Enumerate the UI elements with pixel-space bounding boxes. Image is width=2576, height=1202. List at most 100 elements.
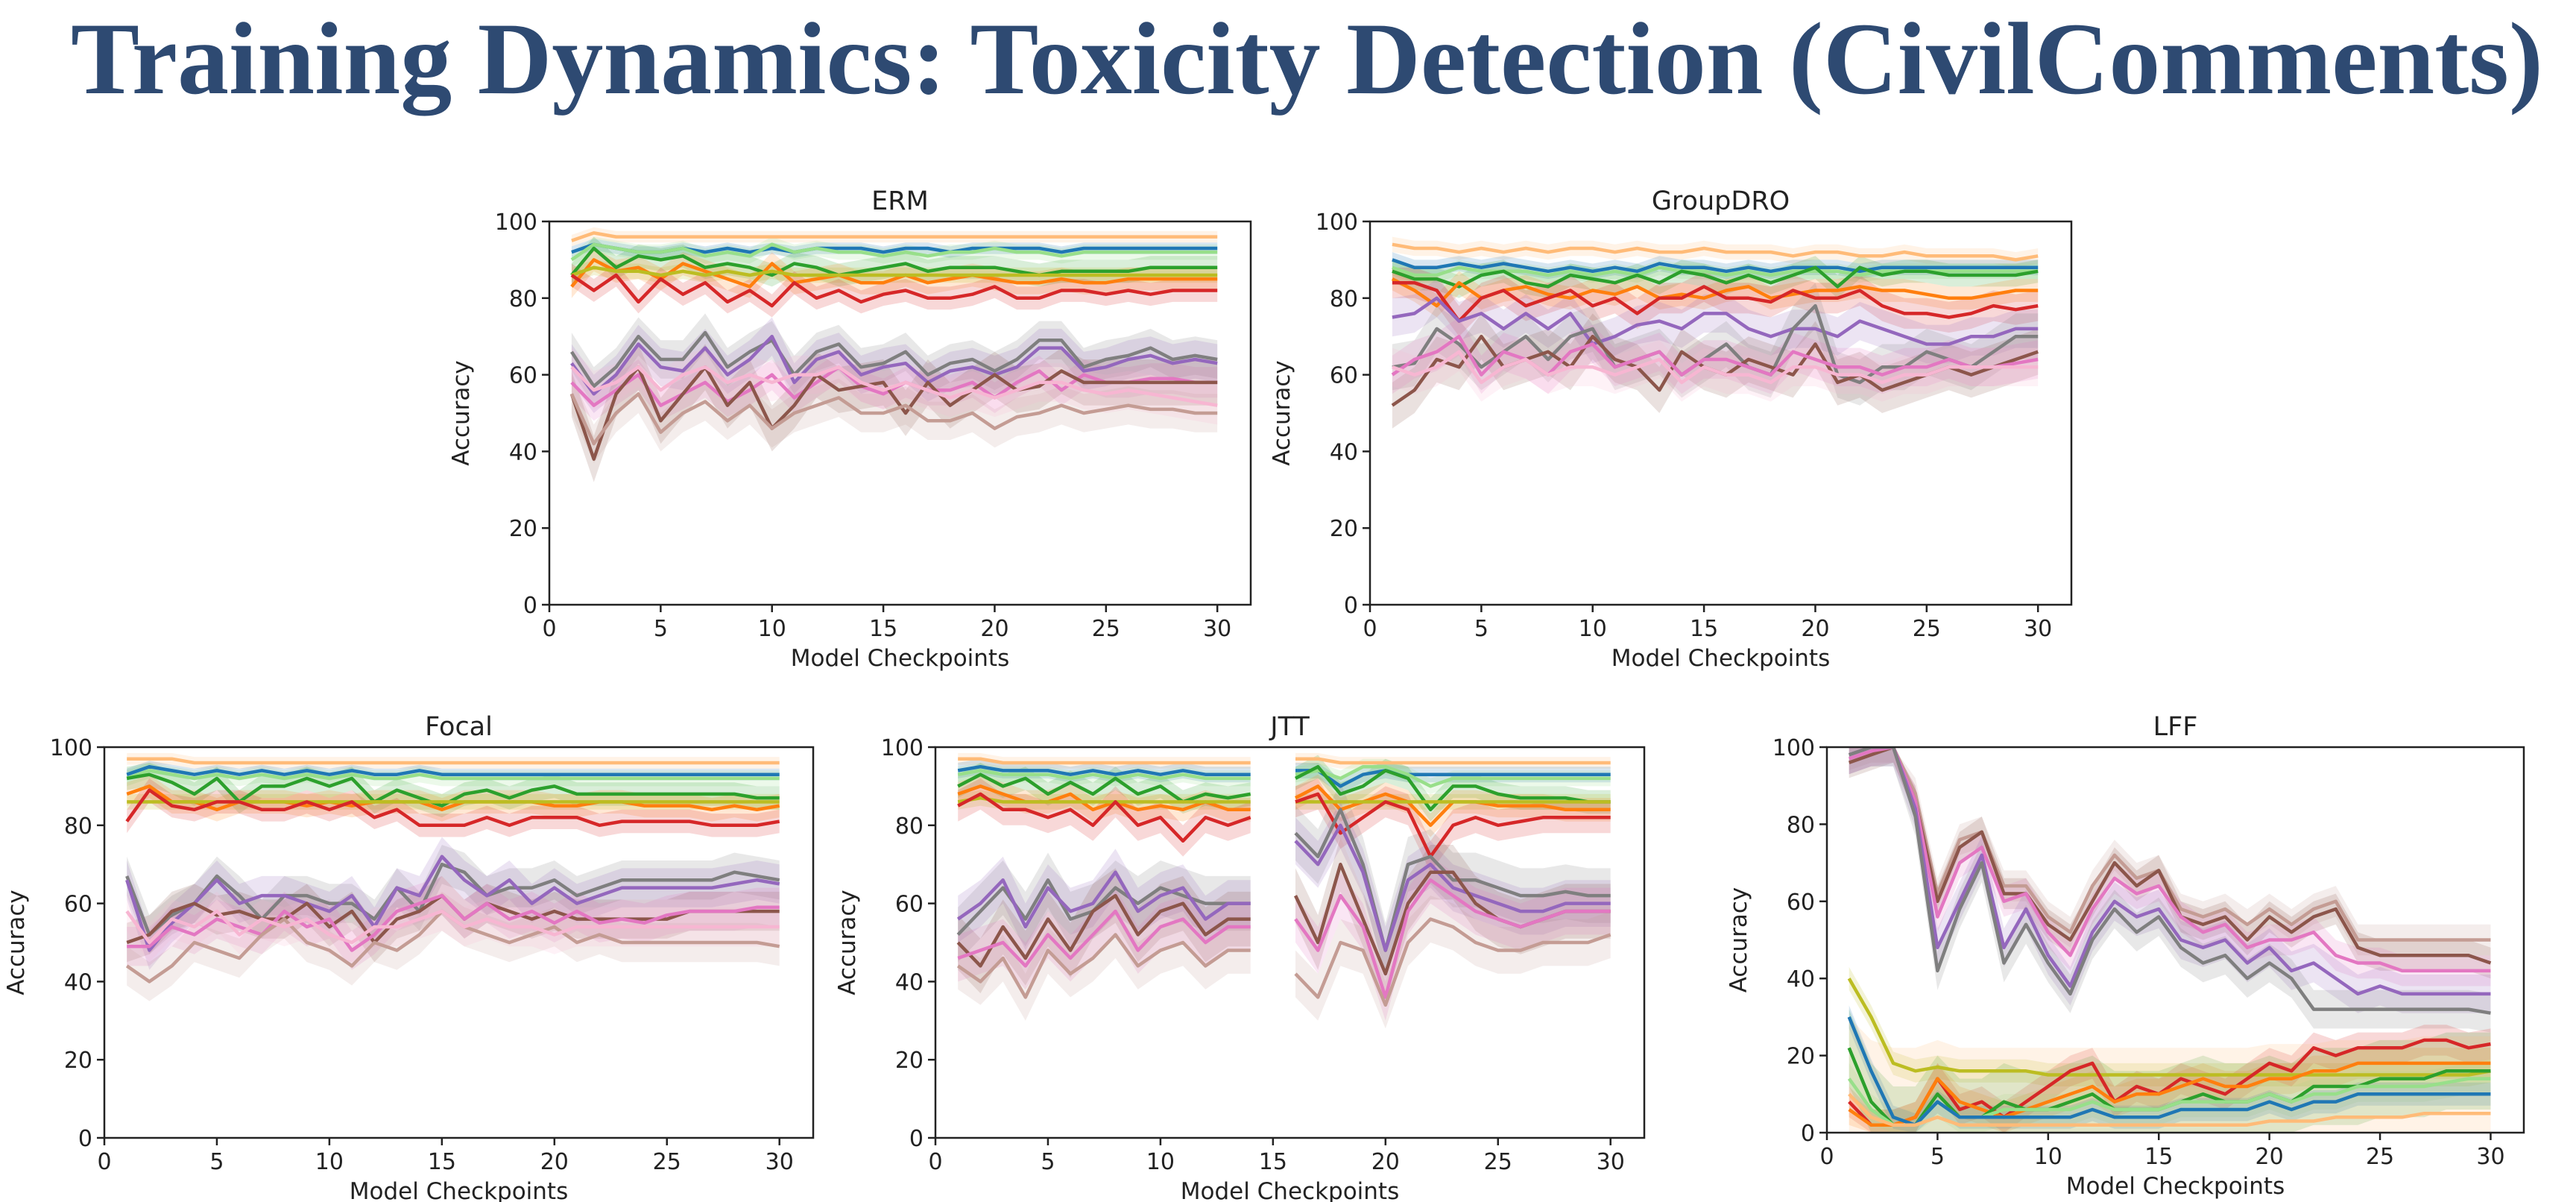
series-band <box>571 344 1218 482</box>
y-tick-label: 100 <box>881 735 924 761</box>
series-line <box>1392 242 2039 262</box>
series-band <box>1392 317 2039 394</box>
y-axis-label: Accuracy <box>834 890 861 995</box>
y-tick-label: 100 <box>495 210 537 236</box>
x-tick-label: 30 <box>2024 616 2052 642</box>
series-line <box>125 788 780 828</box>
y-tick-label: 80 <box>895 814 924 840</box>
x-tick-label: 30 <box>1597 1149 1625 1175</box>
x-tick-label: 20 <box>540 1149 569 1175</box>
series-line <box>125 909 780 945</box>
x-tick-label: 25 <box>1484 1149 1512 1175</box>
x-tick-label: 0 <box>542 616 556 642</box>
series-line <box>126 773 780 808</box>
plot-frame <box>934 746 1646 1139</box>
x-axis-label: Model Checkpoints <box>350 1178 569 1202</box>
x-tick-label: 10 <box>758 616 786 642</box>
series-line <box>1847 1016 2491 1127</box>
x-tick-label: 20 <box>980 616 1008 642</box>
y-tick-label: 100 <box>1316 210 1358 236</box>
x-tick-label: 10 <box>315 1149 344 1175</box>
series-line <box>1847 978 2491 1077</box>
x-tick-label: 10 <box>2034 1144 2062 1170</box>
series-line <box>1294 917 1611 1007</box>
x-tick-label: 5 <box>1474 616 1489 642</box>
x-tick-label: 20 <box>1801 616 1829 642</box>
chart-lff: LFF 0 5 10 15 20 25 30 0 20 40 60 80 100 Model Checkpo… <box>1726 712 2525 1200</box>
chart-focal: Focal 0 5 10 15 20 25 30 0 20 40 60 80 100 Model Check… <box>3 712 815 1202</box>
x-tick-label: 30 <box>765 1149 794 1175</box>
page-title: Training Dynamics: Toxicity Detection (C… <box>71 1 2543 116</box>
plot-area <box>1847 747 2492 1133</box>
series-band <box>958 752 1251 769</box>
x-tick-label: 30 <box>2476 1144 2504 1170</box>
series-band <box>1392 259 2039 283</box>
series-line <box>570 334 1218 396</box>
series-band <box>1849 747 2491 987</box>
y-axis-label: Accuracy <box>1269 360 1295 466</box>
y-tick-label: 80 <box>64 814 92 840</box>
series-line <box>957 796 1251 804</box>
series-line <box>1294 808 1611 952</box>
y-tick-label: 80 <box>1787 812 1815 838</box>
series-line <box>1848 747 2491 973</box>
y-tick-label: 0 <box>523 593 537 619</box>
y-tick-label: 100 <box>1772 735 1815 761</box>
plot-frame <box>103 746 815 1139</box>
plot-frame <box>1825 746 2525 1134</box>
series-line <box>1295 769 1611 788</box>
series-line <box>957 773 1251 804</box>
x-axis-label: Model Checkpoints <box>1611 645 1831 672</box>
y-tick-label: 0 <box>78 1126 92 1152</box>
x-tick-label: 20 <box>1371 1149 1400 1175</box>
y-tick-label: 20 <box>1787 1044 1815 1070</box>
series-band <box>1849 1025 2491 1133</box>
x-tick-label: 0 <box>97 1149 111 1175</box>
series-band <box>571 248 1218 298</box>
series-line <box>570 258 1218 289</box>
series-line <box>1392 265 2039 289</box>
series-line <box>570 242 1218 262</box>
series-band <box>1295 774 1611 837</box>
series-band <box>571 263 1218 318</box>
panel-title: ERM <box>871 186 929 216</box>
x-tick-label: 15 <box>1690 616 1718 642</box>
series-band <box>958 887 1251 989</box>
plot-area <box>569 227 1218 482</box>
series-band <box>127 891 780 963</box>
series-line <box>125 855 780 952</box>
series-band <box>127 774 780 822</box>
y-tick-label: 60 <box>64 892 92 918</box>
series-line <box>1392 258 2039 274</box>
y-tick-label: 20 <box>64 1048 92 1074</box>
plot-frame <box>1368 220 2073 606</box>
series-band <box>958 868 1251 994</box>
y-axis-label: Accuracy <box>1726 887 1752 993</box>
x-tick-label: 25 <box>1913 616 1941 642</box>
series-band <box>1295 896 1611 1029</box>
plot-area <box>1391 236 2039 429</box>
series-line <box>571 231 1218 242</box>
series-line <box>1848 1061 2491 1127</box>
series-band <box>958 911 1251 1021</box>
chart-groupdro: GroupDRO 0 5 10 15 20 25 30 0 20 40 60 80 100 Model Ch… <box>1269 186 2073 672</box>
series-line <box>1848 1092 2491 1127</box>
series-band <box>127 875 780 970</box>
x-tick-label: 25 <box>2366 1144 2394 1170</box>
series-line <box>570 365 1218 407</box>
y-tick-label: 60 <box>1787 890 1815 916</box>
series-band <box>1392 279 2039 364</box>
x-axis-label: Model Checkpoints <box>791 645 1010 672</box>
series-band <box>571 374 1218 463</box>
y-tick-label: 100 <box>50 735 92 761</box>
x-tick-label: 25 <box>1092 616 1120 642</box>
series-band <box>958 790 1251 810</box>
y-tick-label: 0 <box>1801 1121 1815 1147</box>
series-band <box>1295 752 1611 769</box>
series-line <box>1848 747 2491 996</box>
x-tick-label: 25 <box>653 1149 681 1175</box>
x-tick-label: 5 <box>1041 1149 1055 1175</box>
series-line <box>1848 747 2492 965</box>
series-line <box>569 365 1218 461</box>
